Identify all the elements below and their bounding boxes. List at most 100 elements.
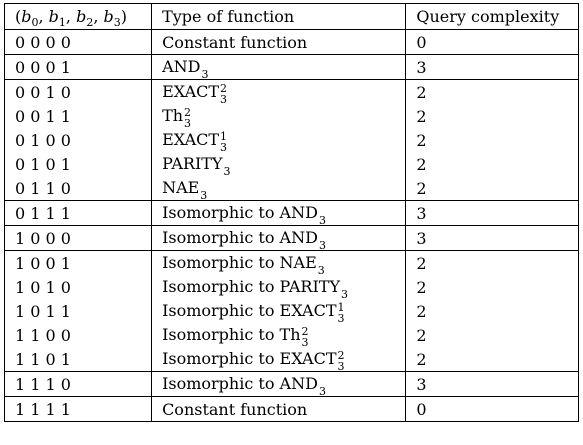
cell-function-type: Th 2 3 [151, 104, 407, 129]
table-row: 0 1 0 0 EXACT 1 3 2 [3, 128, 579, 153]
table-row: 1 1 0 0 Isomorphic to Th 2 3 2 [3, 323, 579, 348]
function-name: EXACT [279, 301, 337, 321]
function-prefix: Isomorphic to [162, 203, 280, 223]
header-type: Type of function [151, 3, 407, 30]
table-row: 0 1 1 1 Isomorphic to AND 3 3 [3, 200, 579, 226]
cell-query-complexity: 0 [405, 29, 579, 55]
cell-bits: 1 1 0 0 [3, 323, 153, 347]
cell-function-type: Isomorphic to AND 3 [151, 371, 407, 397]
cell-bits: 0 1 1 1 [3, 200, 153, 226]
function-prefix: Isomorphic to [162, 325, 280, 345]
table-row: 0 0 1 0 EXACT 2 3 2 [3, 79, 579, 105]
function-scripts: 3 [318, 254, 325, 276]
cell-query-complexity: 2 [405, 104, 579, 128]
table-row: 1 1 1 1 Constant function 0 [3, 396, 579, 422]
cell-function-type: Isomorphic to EXACT 1 3 [151, 299, 407, 324]
cell-function-type: Isomorphic to EXACT 2 3 [151, 347, 407, 373]
cell-function-type: PARITY 3 [151, 152, 407, 177]
function-name: EXACT [162, 82, 220, 102]
cell-query-complexity: 3 [405, 371, 579, 397]
cell-query-complexity: 2 [405, 128, 579, 152]
cell-function-type: Constant function [151, 396, 407, 422]
function-scripts: 3 [319, 229, 326, 251]
table-row: 1 0 1 1 Isomorphic to EXACT 1 3 2 [3, 299, 579, 324]
function-name: AND [279, 203, 318, 223]
cell-function-type: Constant function [151, 29, 407, 55]
cell-query-complexity: 2 [405, 152, 579, 176]
function-scripts: 3 [319, 204, 326, 226]
cell-bits: 1 1 1 0 [3, 371, 153, 397]
function-name: PARITY [162, 154, 223, 174]
cell-function-type: NAE 3 [151, 176, 407, 202]
cell-bits: 0 0 0 1 [3, 54, 153, 80]
function-subscript: 3 [223, 164, 231, 178]
function-name: NAE [162, 178, 200, 198]
cell-query-complexity: 2 [405, 347, 579, 372]
cell-bits: 1 1 0 1 [3, 347, 153, 372]
function-prefix: Isomorphic to [162, 349, 280, 369]
function-name: Th [162, 106, 184, 126]
function-subscript: 3 [184, 116, 192, 130]
function-name: Constant function [162, 399, 308, 419]
cell-function-type: EXACT 1 3 [151, 128, 407, 153]
function-subscript: 3 [220, 140, 228, 154]
cell-bits: 0 0 1 0 [3, 79, 153, 104]
function-name: NAE [279, 253, 317, 273]
function-subscript: 3 [301, 335, 309, 349]
function-subscript: 3 [337, 359, 345, 373]
cell-query-complexity: 2 [405, 275, 579, 299]
cell-query-complexity: 3 [405, 225, 579, 251]
function-subscript: 3 [220, 92, 228, 106]
cell-bits: 0 0 1 1 [3, 104, 153, 128]
function-subscript: 3 [341, 287, 348, 301]
cell-query-complexity: 3 [405, 200, 579, 226]
cell-bits: 0 0 0 0 [3, 29, 153, 55]
function-subscript: 3 [318, 213, 326, 227]
function-subscript: 3 [318, 384, 326, 398]
function-name: AND [162, 57, 201, 77]
function-name: AND [279, 228, 318, 248]
cell-query-complexity: 2 [405, 323, 579, 347]
table-row: 1 1 0 1 Isomorphic to EXACT 2 3 2 [3, 347, 579, 373]
function-table: (b0, b1, b2, b3) Type of function Query … [3, 3, 579, 422]
function-subscript: 3 [318, 238, 326, 252]
function-prefix: Isomorphic to [162, 301, 280, 321]
function-subscript: 3 [200, 188, 208, 202]
function-scripts: 3 [201, 58, 208, 80]
function-name: EXACT [279, 349, 337, 369]
cell-bits: 1 0 0 0 [3, 225, 153, 251]
function-name: Th [279, 325, 301, 345]
cell-query-complexity: 2 [405, 250, 579, 275]
cell-query-complexity: 3 [405, 54, 579, 80]
function-prefix: Isomorphic to [162, 277, 280, 297]
function-superscript: 2 [337, 348, 345, 362]
function-prefix: Isomorphic to [162, 253, 280, 273]
function-subscript: 3 [201, 67, 209, 81]
cell-bits: 1 0 1 0 [3, 275, 153, 299]
table-row: 0 0 1 1 Th 2 3 2 [3, 104, 579, 129]
function-scripts: 3 [224, 155, 231, 177]
function-scripts: 3 [319, 375, 326, 397]
cell-bits: 1 1 1 1 [3, 396, 153, 422]
function-prefix: Isomorphic to [162, 374, 280, 394]
cell-query-complexity: 2 [405, 299, 579, 323]
cell-function-type: AND 3 [151, 54, 407, 80]
cell-bits: 0 1 0 0 [3, 128, 153, 152]
cell-bits: 0 1 0 1 [3, 152, 153, 176]
cell-function-type: Isomorphic to AND 3 [151, 225, 407, 251]
function-superscript: 2 [184, 105, 192, 119]
cell-function-type: Isomorphic to Th 2 3 [151, 323, 407, 348]
function-name: EXACT [162, 130, 220, 150]
cell-bits: 1 0 1 1 [3, 299, 153, 323]
